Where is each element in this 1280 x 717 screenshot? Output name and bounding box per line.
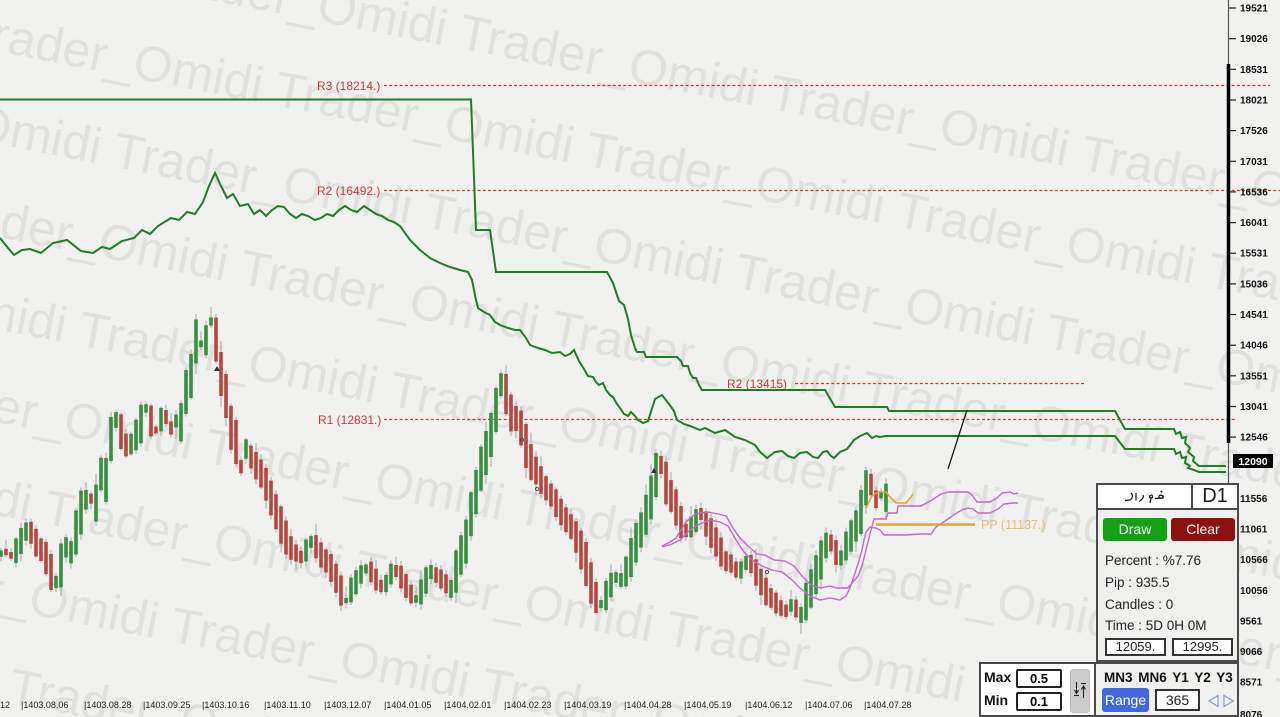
svg-text:19026: 19026 [1240,34,1268,45]
svg-text:R2 (16492.): R2 (16492.) [317,184,380,198]
svg-text:19521: 19521 [1240,4,1268,15]
svg-text:18021: 18021 [1240,96,1268,107]
svg-text:PP (11137.): PP (11137.) [981,518,1046,532]
svg-text:16536: 16536 [1240,187,1268,198]
svg-text:12: 12 [0,700,10,710]
svg-text:|1404.06.12: |1404.06.12 [745,700,792,710]
svg-text:17526: 17526 [1240,126,1268,137]
svg-text:R1 (12831.): R1 (12831.) [318,413,381,427]
svg-text:13551: 13551 [1240,371,1268,382]
svg-text:15036: 15036 [1240,279,1268,290]
svg-text:16041: 16041 [1240,218,1268,229]
svg-text:9066: 9066 [1240,647,1263,658]
svg-text:|1403.08.28: |1403.08.28 [84,700,131,710]
svg-text:10056: 10056 [1240,586,1268,597]
svg-text:|1404.07.06: |1404.07.06 [805,700,852,710]
svg-text:R2 (13415): R2 (13415) [727,377,787,391]
svg-text:9561: 9561 [1240,617,1263,628]
svg-text:|1404.07.28: |1404.07.28 [864,700,911,710]
svg-text:12090: 12090 [1238,456,1267,468]
svg-text:15531: 15531 [1240,249,1268,260]
svg-text:14046: 14046 [1240,341,1268,352]
svg-text:|1404.05.19: |1404.05.19 [684,700,731,710]
svg-text:|1403.11.10: |1403.11.10 [264,700,311,710]
svg-text:|1404.03.19: |1404.03.19 [564,700,611,710]
svg-text:11556: 11556 [1240,494,1268,505]
svg-text:18531: 18531 [1240,65,1268,76]
svg-text:17031: 17031 [1240,157,1268,168]
svg-text:|1404.02.23: |1404.02.23 [504,700,551,710]
svg-text:|1403.10.16: |1403.10.16 [202,700,249,710]
svg-text:|1404.01.05: |1404.01.05 [384,700,431,710]
svg-text:13041: 13041 [1240,402,1268,413]
svg-text:8076: 8076 [1240,710,1263,717]
svg-text:|1404.02.01: |1404.02.01 [444,700,491,710]
svg-text:|1403.09.25: |1403.09.25 [143,700,190,710]
svg-text:14541: 14541 [1240,310,1268,321]
svg-text:11061: 11061 [1240,525,1268,536]
svg-text:8571: 8571 [1240,678,1263,689]
svg-text:R3 (18214.): R3 (18214.) [317,79,380,93]
svg-text:12546: 12546 [1240,433,1268,444]
svg-text:|1404.04.28: |1404.04.28 [624,700,671,710]
svg-text:|1403.08.06: |1403.08.06 [21,700,68,710]
svg-text:10566: 10566 [1240,555,1268,566]
svg-text:|1403.12.07: |1403.12.07 [324,700,371,710]
